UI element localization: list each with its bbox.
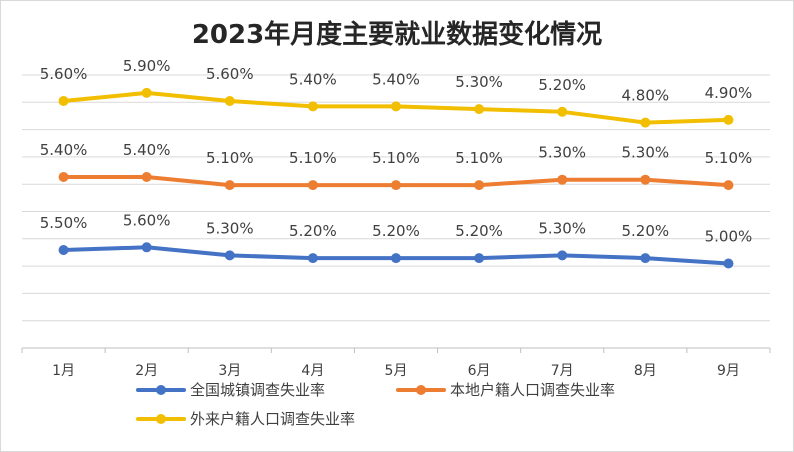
data-point xyxy=(224,96,235,106)
x-tick-label: 9月 xyxy=(717,363,740,379)
data-label: 5.30% xyxy=(206,219,254,237)
data-label: 5.40% xyxy=(40,141,88,159)
legend-swatch-marker xyxy=(156,385,166,395)
data-point xyxy=(723,114,734,125)
data-label: 5.30% xyxy=(538,144,586,162)
data-point xyxy=(141,172,152,182)
data-point xyxy=(557,174,568,185)
data-point xyxy=(640,174,651,185)
data-point xyxy=(307,101,318,112)
x-tick-label: 4月 xyxy=(301,363,324,379)
data-label: 5.10% xyxy=(289,149,337,167)
data-label: 5.60% xyxy=(206,65,254,83)
data-label: 5.10% xyxy=(206,149,254,167)
data-point xyxy=(224,250,235,261)
gridlines xyxy=(22,74,770,349)
data-point xyxy=(307,253,318,264)
data-label: 4.90% xyxy=(705,84,753,102)
x-tick-label: 8月 xyxy=(634,363,657,379)
data-point xyxy=(557,250,568,261)
data-label: 5.40% xyxy=(123,141,171,159)
data-point xyxy=(58,172,69,182)
data-point xyxy=(141,87,152,98)
data-labels: 5.50% 5.60% 5.30% 5.20% 5.20% 5.20% 5.30% 5.20%… xyxy=(40,57,753,246)
data-label: 5.30% xyxy=(538,219,586,237)
data-point xyxy=(474,180,485,191)
data-label: 5.30% xyxy=(455,73,503,91)
legend-entry: 全国城镇调查失业率 xyxy=(136,381,325,399)
legend-swatch-marker xyxy=(156,414,166,424)
data-point xyxy=(224,180,235,191)
data-label: 5.30% xyxy=(622,144,670,162)
data-point xyxy=(391,101,401,112)
data-label: 5.20% xyxy=(289,222,337,240)
x-tick-label: 7月 xyxy=(551,363,574,379)
data-label: 5.10% xyxy=(705,149,753,167)
data-label: 5.20% xyxy=(372,222,420,240)
data-point xyxy=(640,253,651,264)
data-point xyxy=(557,106,568,117)
data-point xyxy=(474,253,485,264)
legend-label: 本地户籍人口调查失业率 xyxy=(450,381,615,399)
x-tick-label: 2月 xyxy=(135,363,158,379)
legend-entry: 本地户籍人口调查失业率 xyxy=(396,381,615,399)
data-label: 5.50% xyxy=(40,214,88,232)
data-label: 5.20% xyxy=(455,222,503,240)
data-point xyxy=(640,117,651,128)
data-point xyxy=(141,242,152,253)
chart-title: 2023年月度主要就业数据变化情况 xyxy=(191,20,603,50)
data-point xyxy=(474,104,485,115)
data-point xyxy=(723,180,734,191)
series-lines xyxy=(58,87,734,269)
data-label: 5.10% xyxy=(455,149,503,167)
data-label: 5.20% xyxy=(622,222,670,240)
data-point xyxy=(307,180,318,191)
data-label: 5.60% xyxy=(123,211,171,229)
data-point xyxy=(58,96,69,106)
data-label: 5.60% xyxy=(40,65,88,83)
legend-entry: 外来户籍人口调查失业率 xyxy=(136,410,355,428)
data-label: 5.40% xyxy=(289,70,337,88)
data-label: 5.20% xyxy=(538,76,586,94)
data-point xyxy=(723,258,734,269)
data-label: 5.40% xyxy=(372,70,420,88)
x-tick-label: 6月 xyxy=(468,363,491,379)
data-label: 5.00% xyxy=(705,228,753,246)
x-tick-label: 3月 xyxy=(218,363,241,379)
legend-label: 全国城镇调查失业率 xyxy=(190,381,325,399)
data-label: 5.90% xyxy=(123,57,171,75)
data-point xyxy=(391,180,401,191)
x-axis-ticks: 1月 2月 3月 4月 5月 6月 7月 8月 9月 xyxy=(21,348,771,379)
legend-label: 外来户籍人口调查失业率 xyxy=(190,410,355,428)
data-label: 4.80% xyxy=(622,87,670,105)
x-tick-label: 1月 xyxy=(52,363,75,379)
data-label: 5.10% xyxy=(372,149,420,167)
x-tick-label: 5月 xyxy=(385,363,408,379)
data-point xyxy=(391,253,401,264)
data-point xyxy=(58,245,69,255)
legend-swatch-marker xyxy=(416,385,426,395)
